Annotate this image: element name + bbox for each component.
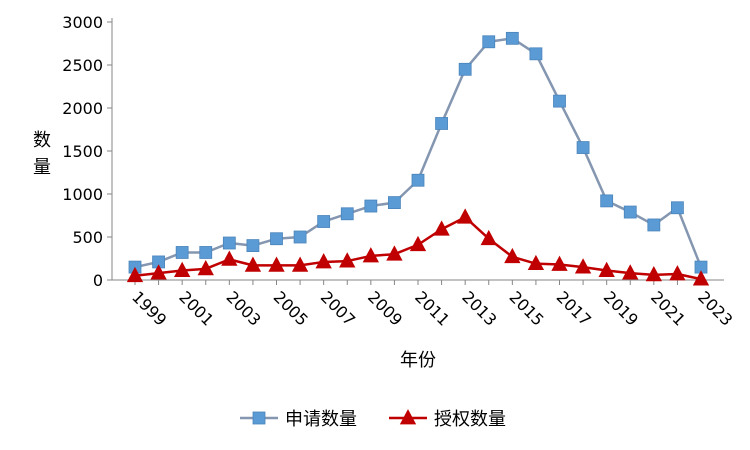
series-1-point: [623, 205, 637, 219]
series-2-point: [433, 220, 450, 236]
legend-label-1: 申请数量: [285, 409, 357, 430]
x-tick-label: 2019: [600, 287, 642, 329]
series-2-point: [126, 266, 144, 283]
series-2-point: [315, 253, 332, 269]
series-2-point: [173, 261, 191, 277]
x-tick-label: 2023: [694, 287, 736, 329]
series-1-point: [435, 117, 448, 130]
series-2-point: [480, 229, 497, 246]
series-2-point: [197, 259, 214, 276]
x-tick-label: 2005: [270, 287, 312, 329]
series-2-point: [409, 235, 427, 252]
series-2-point: [150, 264, 167, 280]
y-tick-label: 1000: [62, 185, 103, 204]
plot-area: 0 500 1000 1500 2000 2500 3000 1999 2001 2003 2005…: [62, 13, 736, 330]
series-1-point: [222, 236, 236, 250]
series-line-1: [134, 37, 703, 269]
y-axis-title-char-1: 数: [33, 130, 51, 151]
series-1-point: [553, 94, 566, 108]
y-tick-label: 3000: [62, 13, 103, 32]
series-2-point: [551, 255, 568, 271]
series-2-point: [244, 256, 262, 272]
series-1-point: [647, 218, 661, 232]
y-tick-label: 2500: [62, 56, 103, 75]
series-1-point: [671, 201, 684, 215]
series-2-point: [504, 247, 521, 264]
series-2-point: [291, 256, 309, 272]
series-1-point: [199, 246, 213, 259]
legend-label-2: 授权数量: [434, 409, 506, 430]
series-1-point: [458, 62, 472, 76]
series-2-point: [221, 250, 238, 266]
series-2-point: [527, 254, 545, 271]
series-1-point: [340, 207, 354, 221]
series-2-point: [622, 264, 639, 280]
y-tick-label: 2000: [62, 99, 103, 118]
legend-marker-1: [252, 411, 266, 425]
series-1-point: [411, 173, 425, 187]
x-tick-label: 2007: [317, 287, 359, 329]
series-2-point: [386, 245, 403, 261]
y-tick-label: 1500: [62, 142, 103, 161]
series-2-point: [645, 265, 663, 282]
series-1-point: [388, 196, 401, 210]
series-2-point: [456, 208, 474, 224]
series-1-point: [293, 230, 307, 244]
series-2-point: [339, 252, 356, 268]
series-2-point: [598, 261, 615, 277]
x-tick-label: 2003: [223, 287, 265, 329]
x-tick-label: 2011: [411, 287, 453, 329]
x-tick-label: 2021: [647, 287, 689, 329]
series-2-point: [669, 265, 686, 281]
series-1-point: [505, 31, 519, 45]
series-1-point: [175, 246, 189, 259]
series-1-point: [482, 35, 496, 49]
series-1-point: [600, 194, 614, 208]
y-tick-label: 500: [72, 228, 103, 247]
legend-marker-2: [399, 409, 417, 425]
series-1-point: [529, 47, 543, 61]
legend: 申请数量 授权数量: [240, 409, 506, 430]
y-tick-label: 0: [93, 271, 103, 290]
x-tick-label: 1999: [128, 287, 170, 329]
series-1-point: [576, 141, 590, 154]
x-tick-label: 2015: [506, 287, 548, 329]
series-2-point: [362, 247, 380, 263]
x-tick-label: 2009: [364, 287, 406, 329]
series-1-point: [317, 215, 331, 228]
series-2-point: [268, 256, 285, 272]
series-1-point: [246, 239, 260, 253]
series-2-point: [692, 270, 710, 286]
series-1-point: [270, 232, 283, 246]
x-tick-label: 2013: [458, 287, 500, 329]
series-1-point: [364, 199, 378, 213]
y-axis-title-char-2: 量: [33, 157, 51, 178]
x-tick-label: 2017: [553, 287, 595, 329]
x-tick-label: 2001: [175, 287, 217, 329]
x-axis-title: 年份: [400, 350, 436, 371]
series-2-point: [574, 258, 592, 274]
